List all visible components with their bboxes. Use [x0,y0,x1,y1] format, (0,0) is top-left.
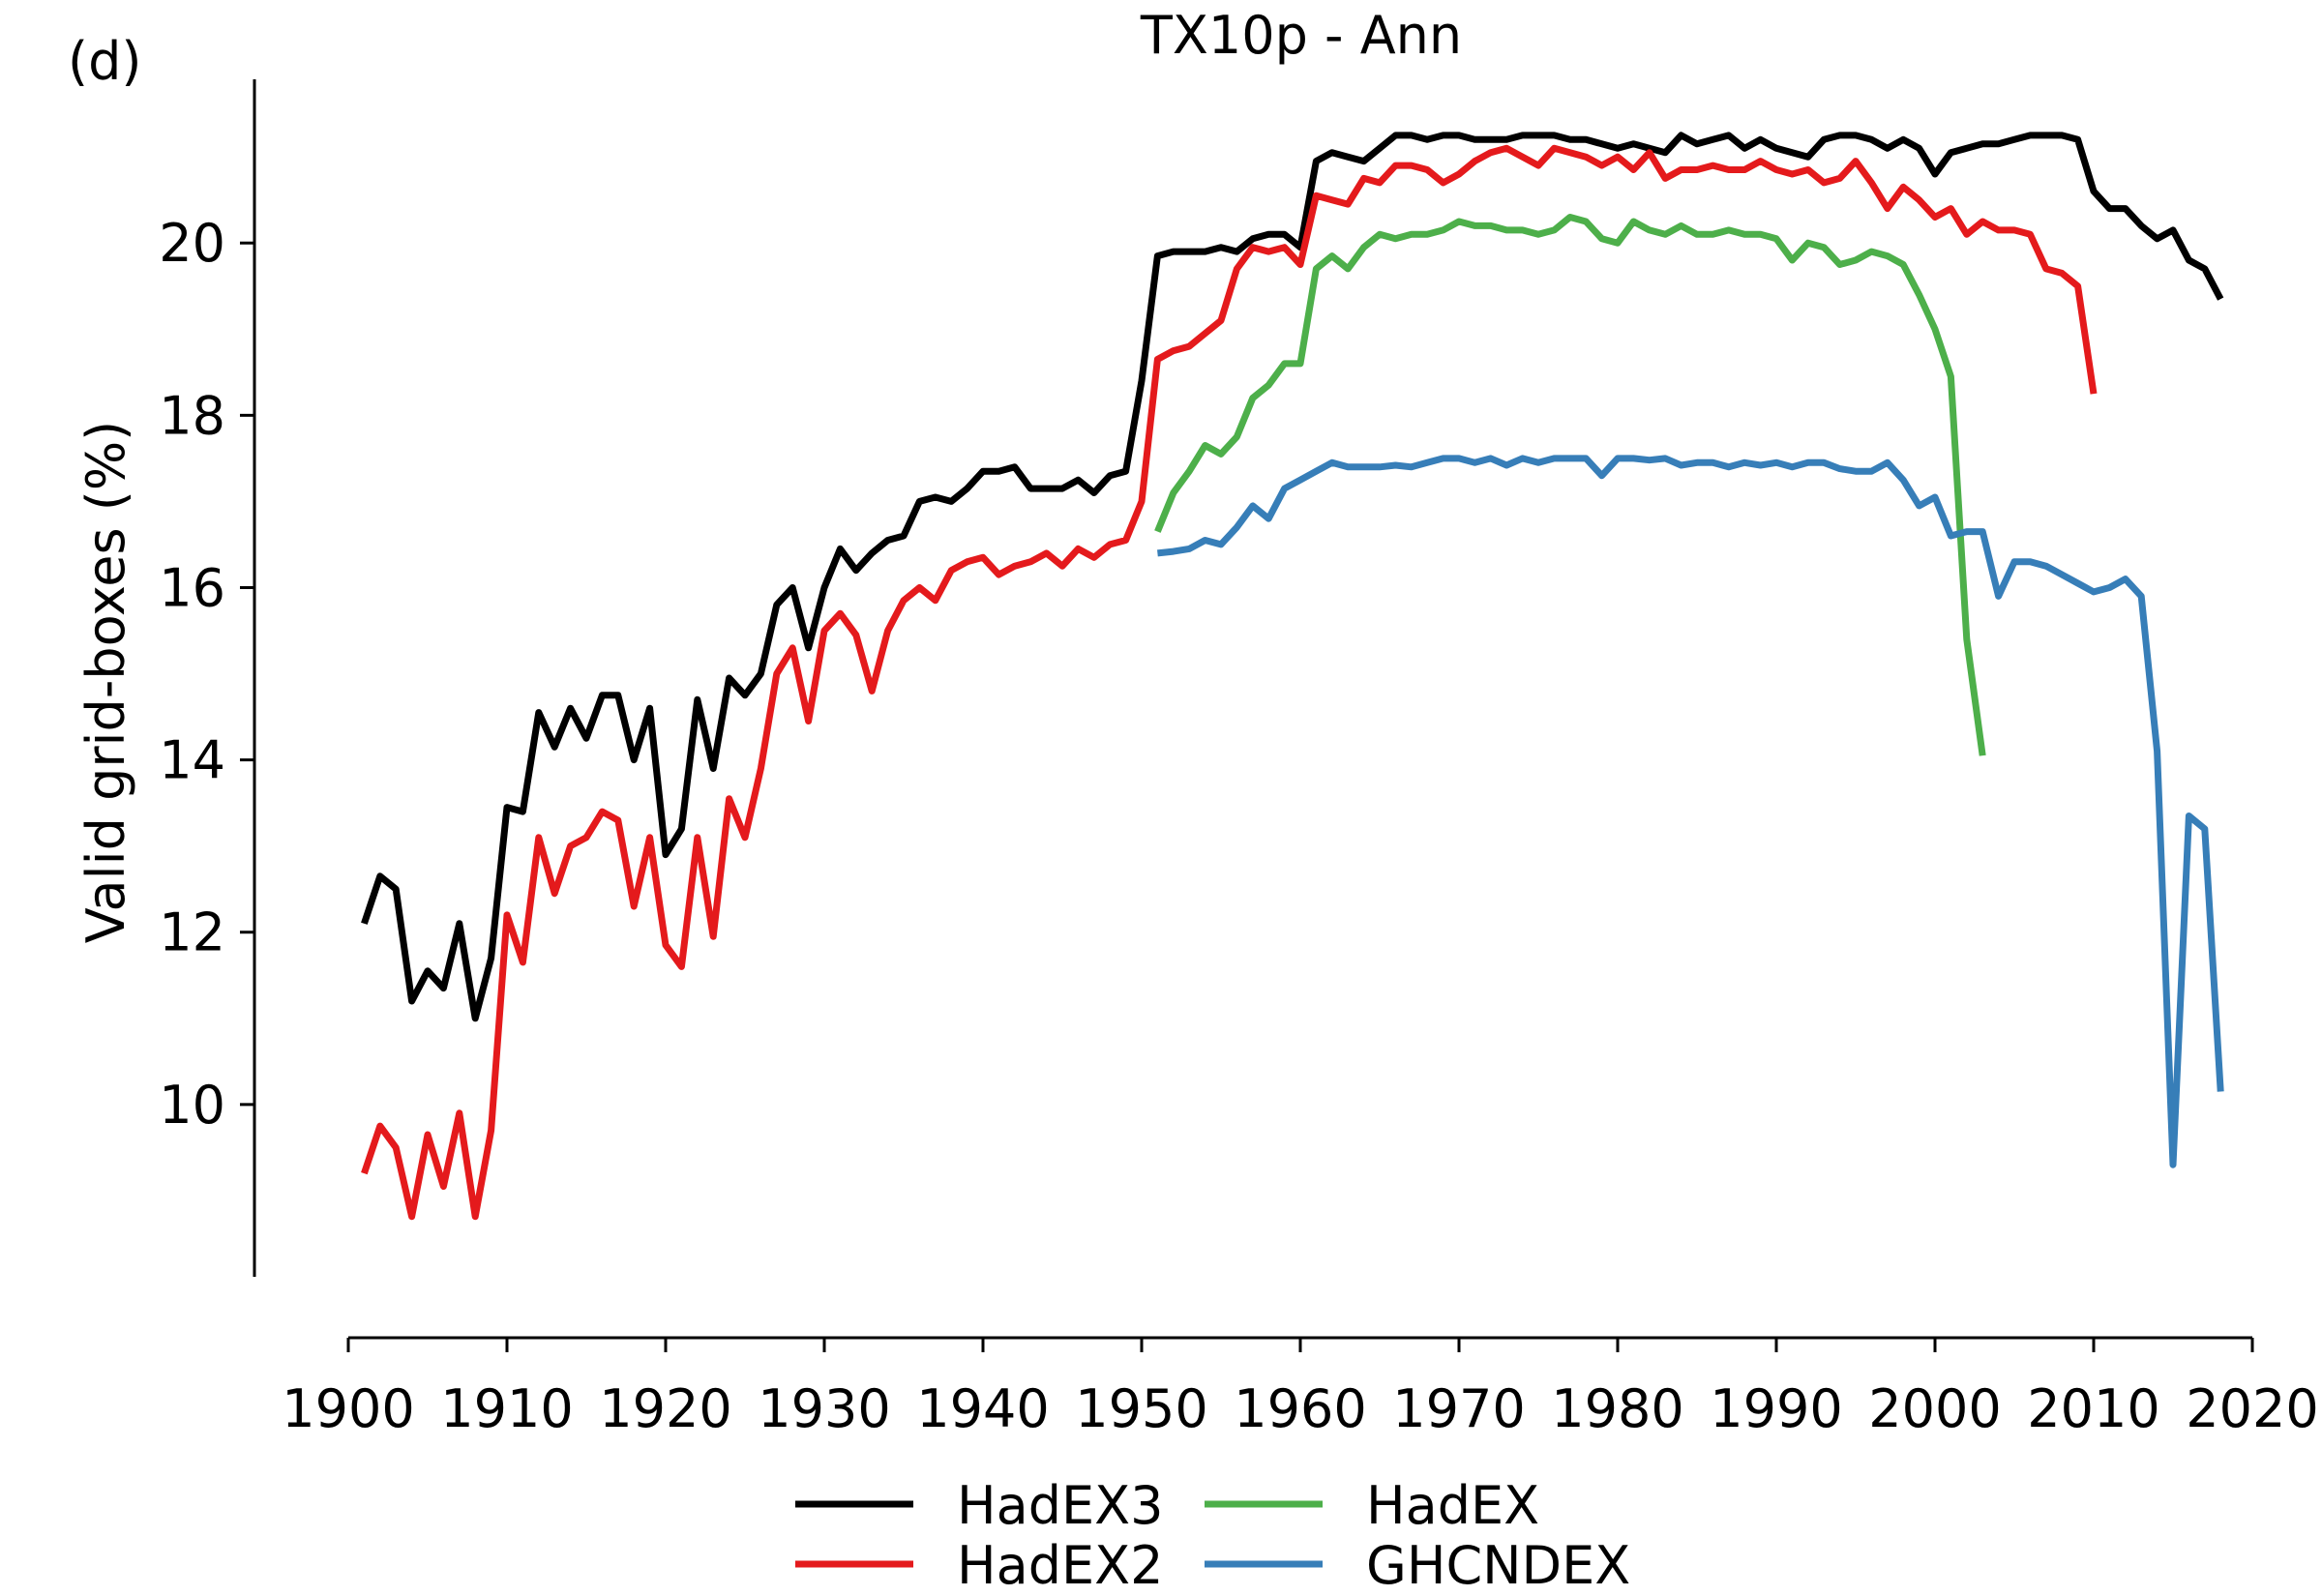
x-tick-label: 1900 [282,1378,414,1439]
y-tick-label: 20 [159,213,225,274]
y-axis-label: Valid grid-boxes (%) [75,421,136,943]
series-line-ghcndex [1157,455,2224,1168]
series-line-hadex [1154,214,1986,756]
chart-title: TX10p - Ann [1140,5,1462,66]
y-tick-label: 14 [159,730,225,791]
y-ticks: 10 12 14 16 18 20 [159,213,254,1136]
x-tick-label: 1910 [440,1378,573,1439]
x-tick-label: 1920 [599,1378,731,1439]
y-tick-label: 18 [159,385,225,446]
x-tick-label: 1980 [1551,1378,1683,1439]
y-tick-label: 12 [159,902,225,963]
legend-label-hadex2: HadEX2 [957,1535,1163,1596]
series-lines [361,132,2224,1221]
x-tick-label: 2000 [1868,1378,2001,1439]
y-tick-label: 16 [159,557,225,618]
series-line-hadex3 [361,132,2224,1022]
x-tick-label: 2010 [2027,1378,2159,1439]
y-tick-label: 10 [159,1075,225,1136]
x-tick-label: 1970 [1392,1378,1525,1439]
x-tick-label: 1930 [758,1378,890,1439]
legend-label-ghcndex: GHCNDEX [1366,1535,1630,1596]
x-tick-label: 1990 [1710,1378,1842,1439]
x-ticks: 1900 1910 1920 1930 1940 1950 1960 1970 1980 1990… [282,1338,2319,1439]
legend-label-hadex3: HadEX3 [957,1475,1163,1536]
panel-label: (d) [68,31,141,92]
x-tick-label: 2020 [2186,1378,2318,1439]
x-tick-label: 1950 [1075,1378,1207,1439]
series-line-hadex2 [361,144,2098,1221]
x-tick-label: 1940 [916,1378,1049,1439]
x-tick-label: 1960 [1234,1378,1366,1439]
legend-label-hadex: HadEX [1366,1475,1539,1536]
